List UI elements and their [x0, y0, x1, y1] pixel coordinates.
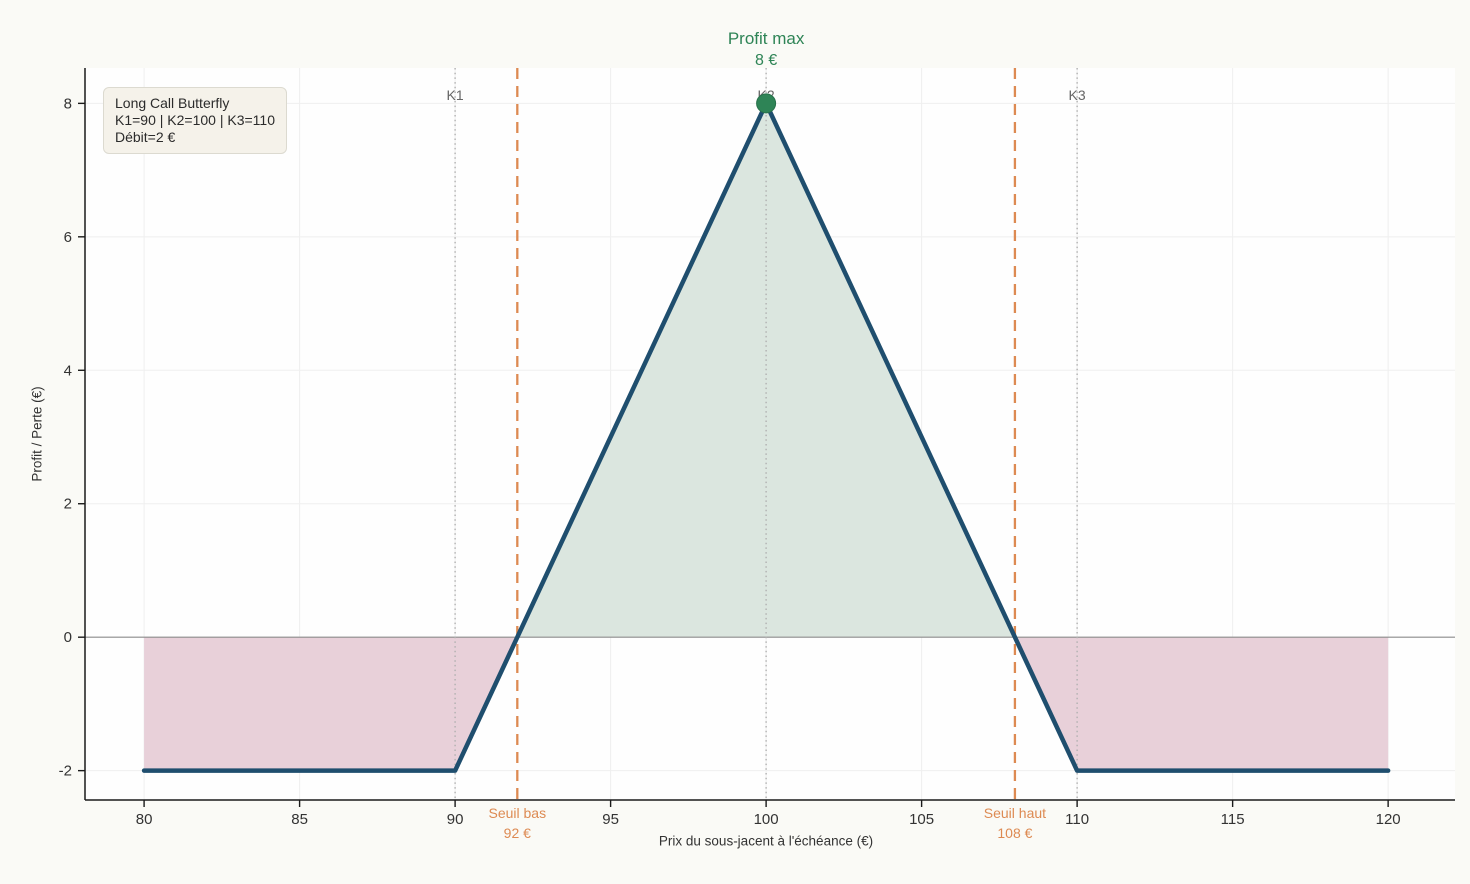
y-tick-label: 6 [64, 229, 72, 246]
y-tick-label: 8 [64, 95, 72, 112]
y-tick-label: -2 [59, 763, 72, 780]
y-tick-label: 0 [64, 629, 72, 646]
strike-label-k3: K3 [1069, 87, 1086, 103]
max-profit-marker [756, 93, 777, 114]
x-tick-label: 115 [1221, 811, 1245, 828]
x-tick-label: 120 [1376, 811, 1401, 828]
x-tick-label: 90 [447, 811, 464, 828]
x-tick-label: 100 [754, 811, 779, 828]
loss-region-fill [1014, 637, 1389, 771]
x-tick-label: 95 [602, 811, 619, 828]
loss-region-fill [144, 637, 518, 771]
strike-label-k1: K1 [447, 87, 464, 103]
x-tick-label: 80 [136, 811, 153, 828]
y-tick-label: 4 [64, 362, 72, 379]
x-tick-label: 85 [291, 811, 308, 828]
x-tick-label: 110 [1065, 811, 1089, 828]
x-tick-label: 105 [909, 811, 934, 828]
y-tick-label: 2 [64, 496, 72, 513]
